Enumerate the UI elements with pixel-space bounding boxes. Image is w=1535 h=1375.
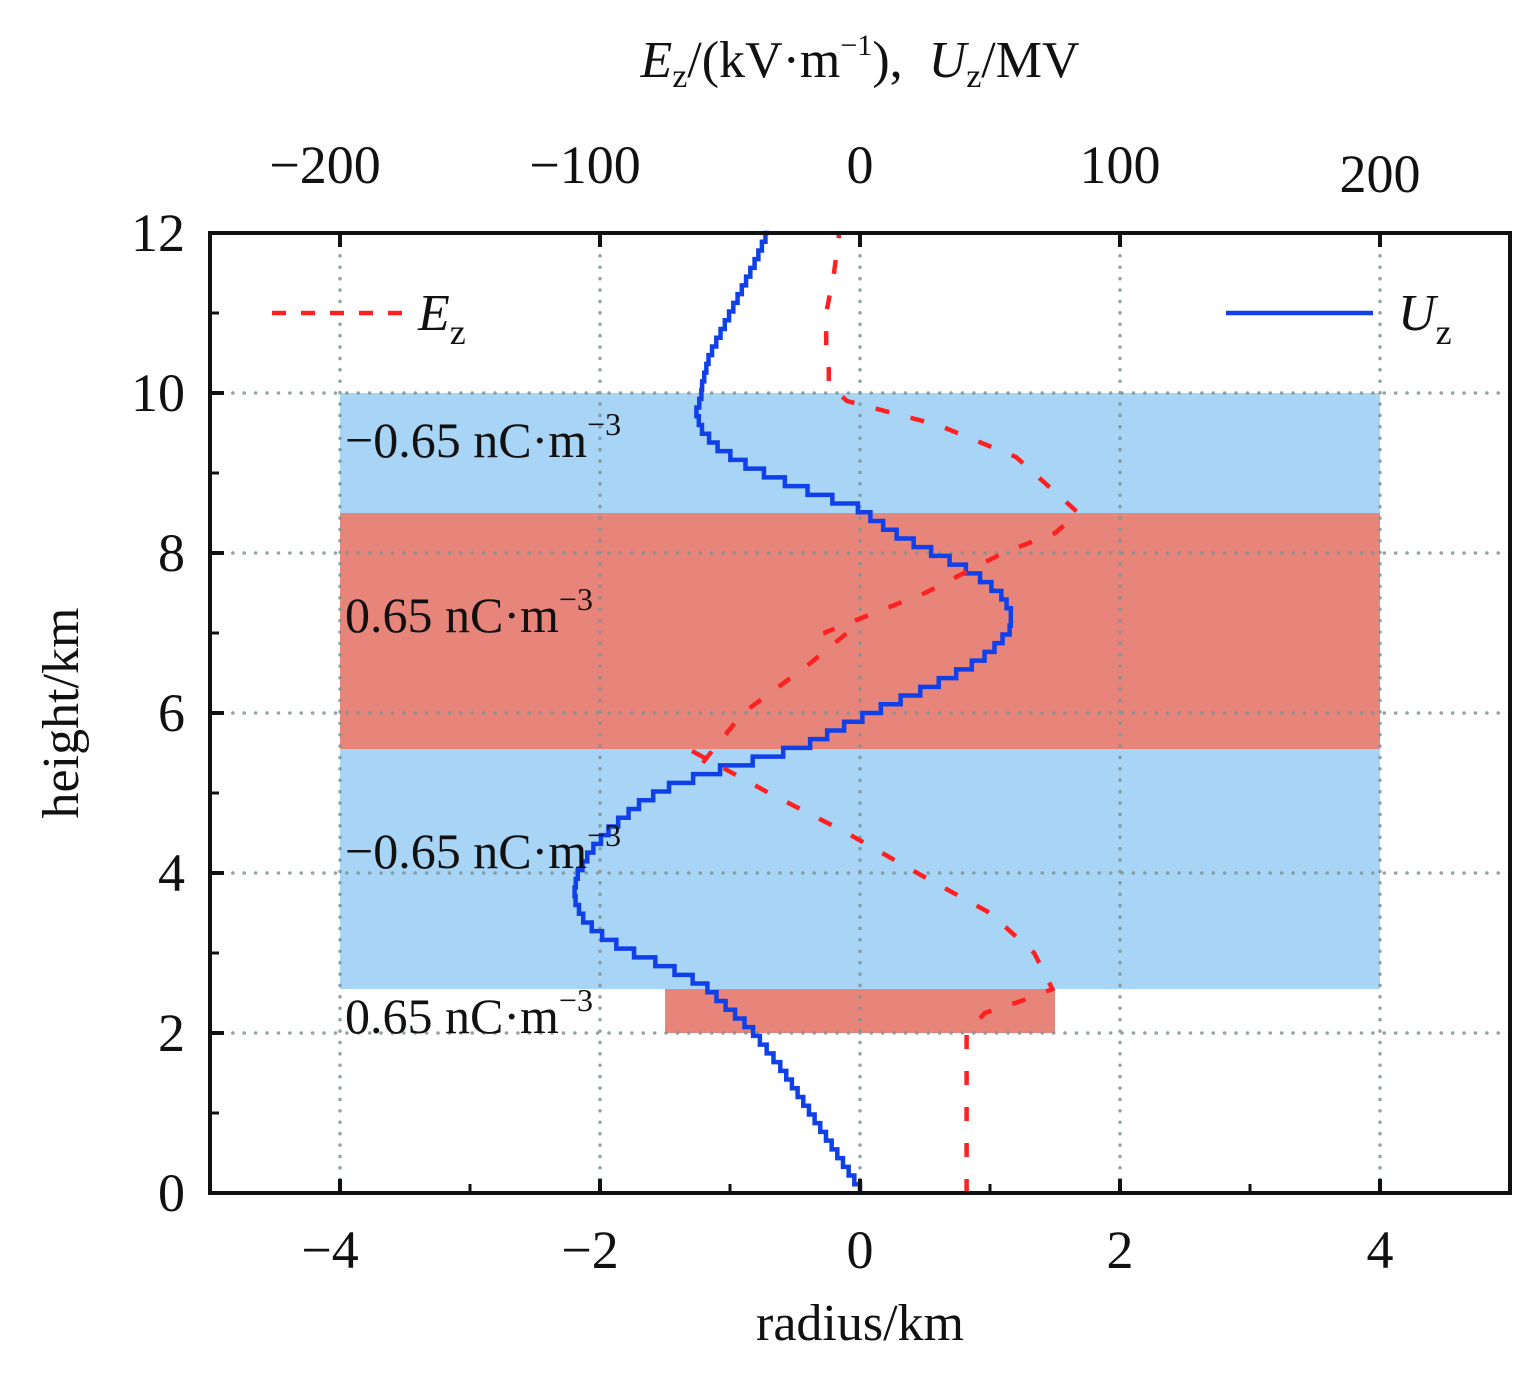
charge-density-label: −0.65 nC·m−3	[345, 406, 621, 468]
charge-density-label: 0.65 nC·m−3	[345, 982, 593, 1044]
top-tick-label: 0	[847, 135, 874, 195]
y-tick-label: 0	[158, 1163, 185, 1223]
ez-line	[687, 232, 1082, 1193]
y-tick-label: 12	[131, 203, 185, 263]
charge-region-negative	[340, 749, 1380, 989]
y-tick-label: 4	[158, 843, 185, 903]
ez-series	[687, 232, 1082, 1193]
x-tick-label: 2	[1107, 1220, 1134, 1280]
uz-line	[572, 230, 1014, 1193]
charge-density-label: −0.65 nC·m−3	[345, 817, 621, 879]
x-tick-label: 0	[847, 1220, 874, 1280]
legend: Ez Uz	[272, 285, 1452, 352]
y-axis-title: height/km	[33, 608, 90, 819]
x-axis-title: radius/km	[756, 1295, 964, 1352]
x-tick-label: 4	[1367, 1220, 1394, 1280]
x-tick-label: −4	[301, 1220, 358, 1280]
y-tick-label: 8	[158, 523, 185, 583]
legend-ez-label: Ez	[417, 285, 466, 352]
uz-series	[572, 230, 1014, 1193]
top-tick-label: −100	[529, 135, 640, 195]
x-tick-label: −2	[561, 1220, 618, 1280]
y-tick-label: 2	[158, 1003, 185, 1063]
y-tick-label: 10	[131, 363, 185, 423]
charge-density-label: 0.65 nC·m−3	[345, 581, 593, 643]
y-tick-label: 6	[158, 683, 185, 743]
top-tick-label: 200	[1340, 144, 1421, 204]
ticks: −4 −2 0 2 4 −200 −100 0 100 200 0 2 4 6 8 10 12	[131, 135, 1421, 1280]
region-labels: −0.65 nC·m−3 0.65 nC·m−3 −0.65 nC·m−3 0.65 …	[345, 406, 621, 1044]
top-axis-title: Ez/(kV·m−1), Uz/MV	[639, 29, 1079, 95]
grid	[208, 231, 1512, 1195]
top-tick-label: 100	[1080, 135, 1161, 195]
top-tick-label: −200	[269, 135, 380, 195]
legend-uz-label: Uz	[1398, 285, 1452, 352]
